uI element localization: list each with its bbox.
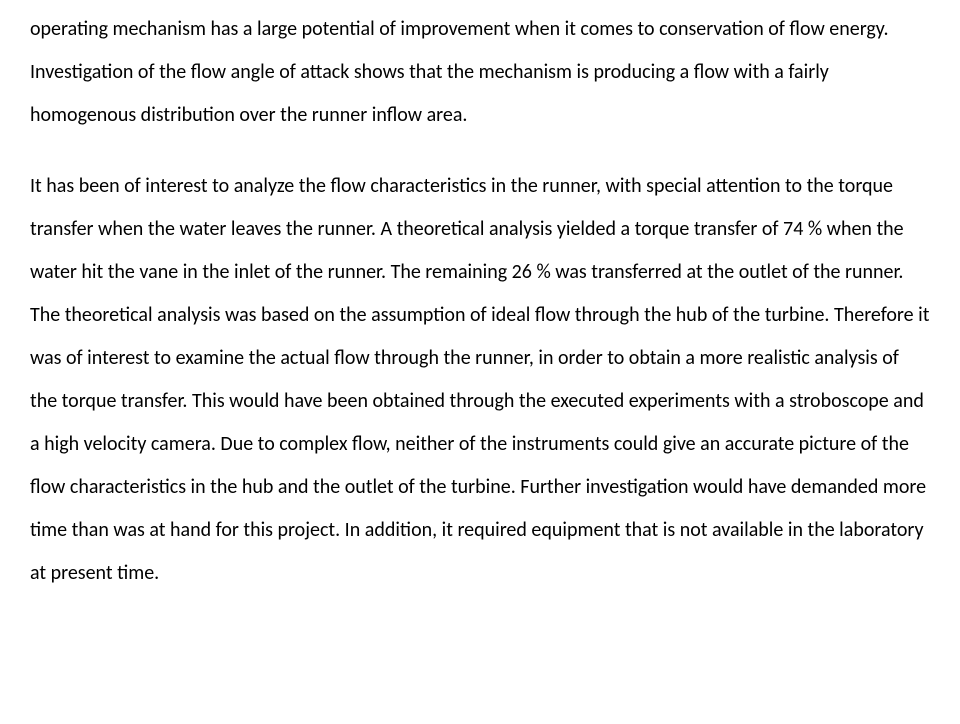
body-paragraph-2: It has been of interest to analyze the f… (30, 165, 930, 595)
body-paragraph-1: operating mechanism has a large potentia… (30, 8, 930, 137)
